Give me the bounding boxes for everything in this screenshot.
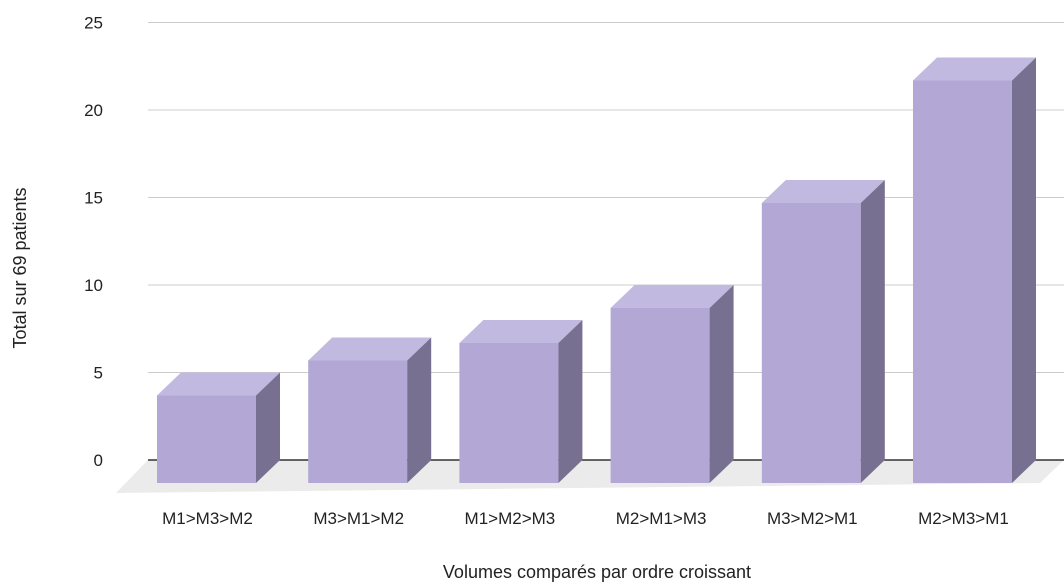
bar [610,285,734,483]
bars [157,57,1036,483]
bar-top-face [459,320,583,343]
bar-top-face [157,372,280,396]
y-tick-label: 15 [84,189,103,208]
y-tick-label: 10 [84,276,103,295]
bar-front-face [459,343,559,483]
bar-top-face [308,337,432,361]
x-axis-tick-labels: M1>M3>M2 M3>M1>M2 M1>M2>M3 M2>M1>M3 M3>M2>M1… [162,509,1009,528]
y-tick-label: 25 [84,14,103,33]
x-tick-label: M3>M1>M2 [313,509,404,528]
bar-top-face [913,57,1036,81]
bar-side-face [1012,57,1036,483]
x-tick-label: M1>M3>M2 [162,509,253,528]
x-tick-label: M1>M2>M3 [465,509,556,528]
gridlines [148,22,1064,461]
bar [913,57,1036,483]
y-axis-tick-labels: 0 5 10 15 20 25 [84,14,103,471]
y-tick-label: 5 [94,364,103,383]
bar [308,337,432,483]
bar-front-face [610,308,710,483]
bar-side-face [860,180,885,483]
x-tick-label: M3>M2>M1 [767,509,858,528]
x-tick-label: M2>M3>M1 [918,509,1009,528]
y-axis-title: Total sur 69 patients [10,187,30,348]
bar-side-face [558,320,583,483]
bar-top-face [761,180,885,203]
bar-side-face [709,285,734,483]
bar [157,372,280,483]
bar-side-face [407,337,432,483]
bar [459,320,583,483]
bar-front-face [913,80,1012,483]
x-axis-title: Volumes comparés par ordre croissant [443,562,751,582]
bar-front-face [308,360,408,483]
bar-top-face [610,285,734,308]
bar-front-face [157,395,256,483]
y-tick-label: 0 [94,451,103,470]
y-tick-label: 20 [84,101,103,120]
bar [761,180,885,483]
bar-side-face [256,372,280,483]
bar-front-face [761,203,861,483]
x-tick-label: M2>M1>M3 [616,509,707,528]
